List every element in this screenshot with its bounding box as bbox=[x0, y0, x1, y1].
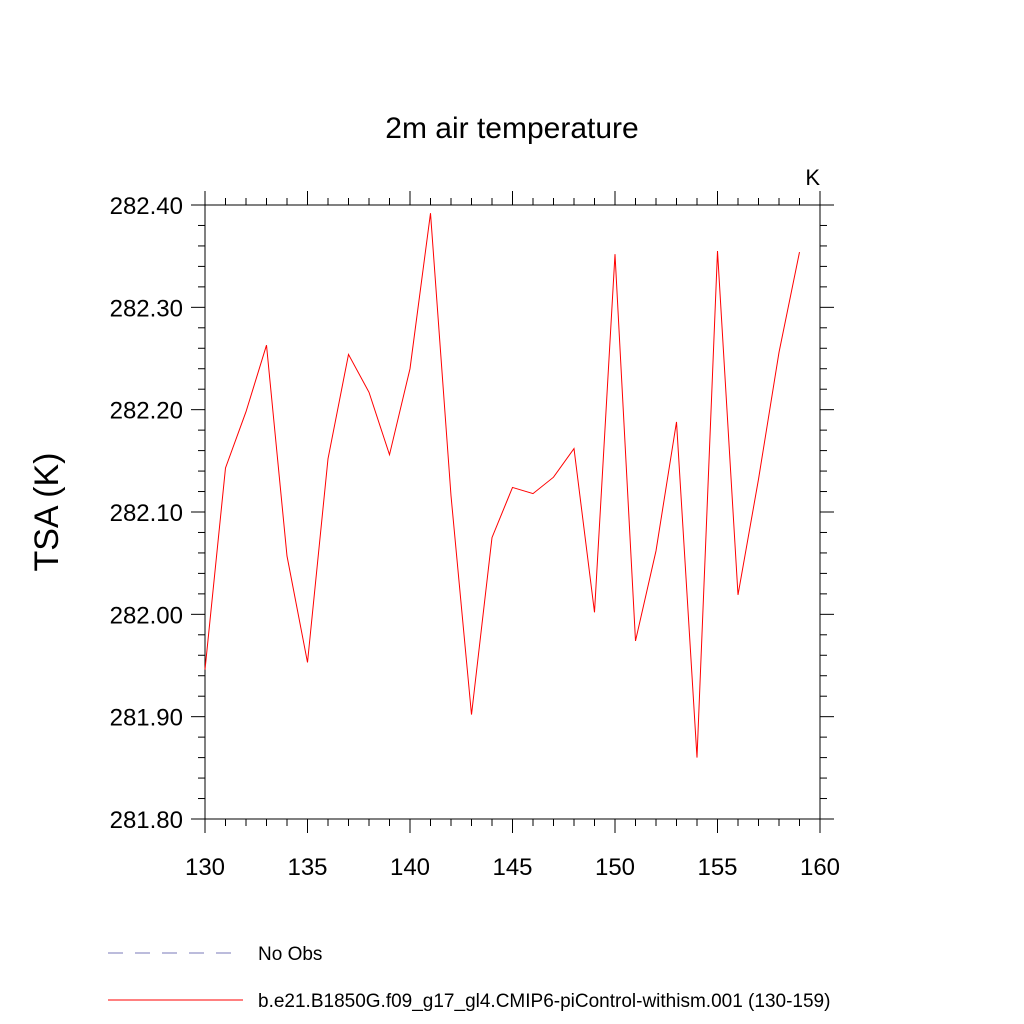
x-tick-label: 135 bbox=[287, 854, 327, 881]
x-tick-label: 130 bbox=[185, 854, 225, 881]
y-tick-labels: 281.80 281.90 282.00 282.10 282.20 282.30 282.… bbox=[110, 193, 183, 834]
axis-ticks bbox=[191, 191, 834, 833]
y-tick-label: 282.10 bbox=[110, 500, 183, 527]
x-tick-label: 145 bbox=[492, 854, 532, 881]
y-tick-label: 281.90 bbox=[110, 705, 183, 732]
chart-title: 2m air temperature bbox=[385, 112, 638, 145]
plot-frame bbox=[204, 204, 821, 820]
x-tick-labels: 130 135 140 145 150 155 160 bbox=[185, 854, 840, 881]
legend-label: No Obs bbox=[258, 944, 322, 965]
series-line bbox=[204, 213, 800, 758]
legend-label: b.e21.B1850G.f09_g17_gl4.CMIP6-piControl… bbox=[258, 991, 830, 1012]
units-label: K bbox=[805, 165, 820, 190]
x-tick-label: 155 bbox=[697, 854, 737, 881]
x-tick-label: 160 bbox=[800, 854, 840, 881]
y-tick-label: 282.30 bbox=[110, 295, 183, 322]
y-tick-label: 281.80 bbox=[110, 807, 183, 834]
y-tick-label: 282.20 bbox=[110, 398, 183, 425]
y-axis-label: TSA (K) bbox=[28, 452, 66, 571]
legend: No Obs b.e21.B1850G.f09_g17_gl4.CMIP6-piC… bbox=[108, 944, 830, 1012]
x-tick-label: 140 bbox=[390, 854, 430, 881]
data-series bbox=[204, 213, 800, 758]
x-tick-label: 150 bbox=[595, 854, 635, 881]
y-tick-label: 282.40 bbox=[110, 193, 183, 220]
y-tick-label: 282.00 bbox=[110, 602, 183, 629]
